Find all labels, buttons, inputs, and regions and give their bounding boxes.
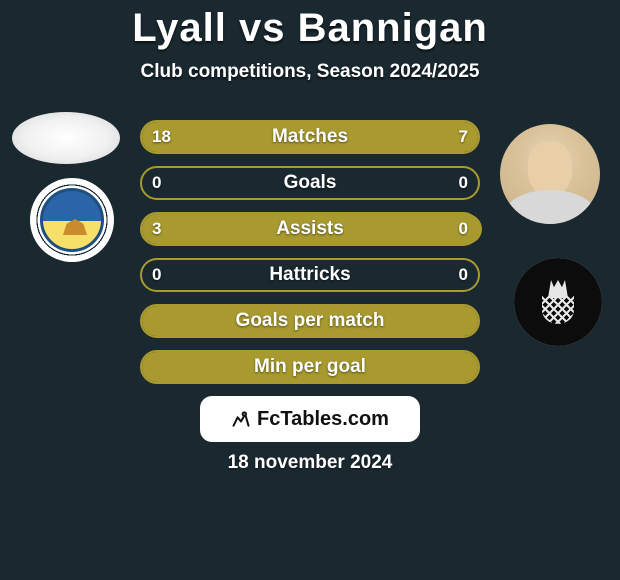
stat-bar-row: Goals per match [140,304,480,338]
stat-bar-value-right: 7 [459,120,468,154]
page-title: Lyall vs Bannigan [0,0,620,51]
stat-bar-label: Goals per match [140,304,480,338]
stat-bar-row: Assists3 0 [140,212,480,246]
stat-bar-value-left: 0 [152,258,161,292]
stat-bar-value-left: 0 [152,166,161,200]
club-right-crest [514,258,602,346]
club-left-crest [30,178,114,262]
stat-bar-label: Matches [140,120,480,154]
date-stamp: 18 november 2024 [0,452,620,474]
stat-bar-label: Min per goal [140,350,480,384]
page-subtitle: Club competitions, Season 2024/2025 [0,61,620,83]
stat-bar-row: Matches18 7 [140,120,480,154]
stat-bar-value-right: 0 [459,258,468,292]
stat-bar-label: Goals [140,166,480,200]
stat-bars: Matches187Goals00Assists30Hattricks00Goa… [140,120,480,396]
stat-bar-row: Min per goal [140,350,480,384]
brand-logo-icon [231,409,251,429]
stat-bar-row: Hattricks0 0 [140,258,480,292]
comparison-card: Lyall vs Bannigan Club competitions, Sea… [0,0,620,580]
stat-bar-value-right: 0 [459,212,468,246]
stat-bar-label: Hattricks [140,258,480,292]
brand-label: FcTables.com [257,408,389,431]
stat-bar-value-right: 0 [459,166,468,200]
stat-bar-label: Assists [140,212,480,246]
brand-badge[interactable]: FcTables.com [200,396,420,442]
player-right-avatar [500,124,600,224]
stat-bar-row: Goals0 0 [140,166,480,200]
stat-bar-value-left: 18 [152,120,171,154]
player-left-avatar [12,112,120,164]
stat-bar-value-left: 3 [152,212,161,246]
